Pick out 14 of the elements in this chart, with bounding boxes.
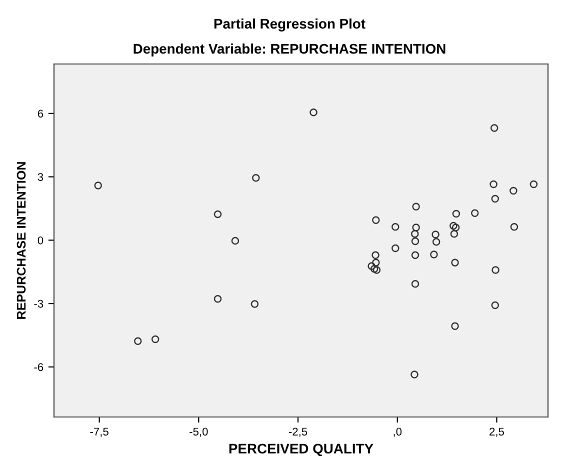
y-tick-label: -6 bbox=[34, 363, 44, 372]
x-tick-label: -5,0 bbox=[190, 428, 208, 437]
y-tick-label: -3 bbox=[34, 300, 44, 308]
y-tick-label: 0 bbox=[38, 236, 44, 244]
x-axis-title: PERCEIVED QUALITY bbox=[229, 444, 374, 456]
y-axis-title: REPURCHASE INTENTION bbox=[16, 162, 26, 319]
chart-subtitle: Dependent Variable: REPURCHASE INTENTION bbox=[134, 44, 446, 56]
x-tick-label: 2,5 bbox=[490, 428, 504, 437]
y-tick-label: 6 bbox=[38, 110, 44, 118]
x-tick-label: -2,5 bbox=[288, 428, 308, 437]
x-tick-label: ,0 bbox=[394, 428, 402, 437]
y-tick-label: 3 bbox=[38, 173, 44, 181]
x-tick-label: -7,5 bbox=[90, 428, 108, 437]
chart-title: Partial Regression Plot bbox=[214, 18, 366, 32]
